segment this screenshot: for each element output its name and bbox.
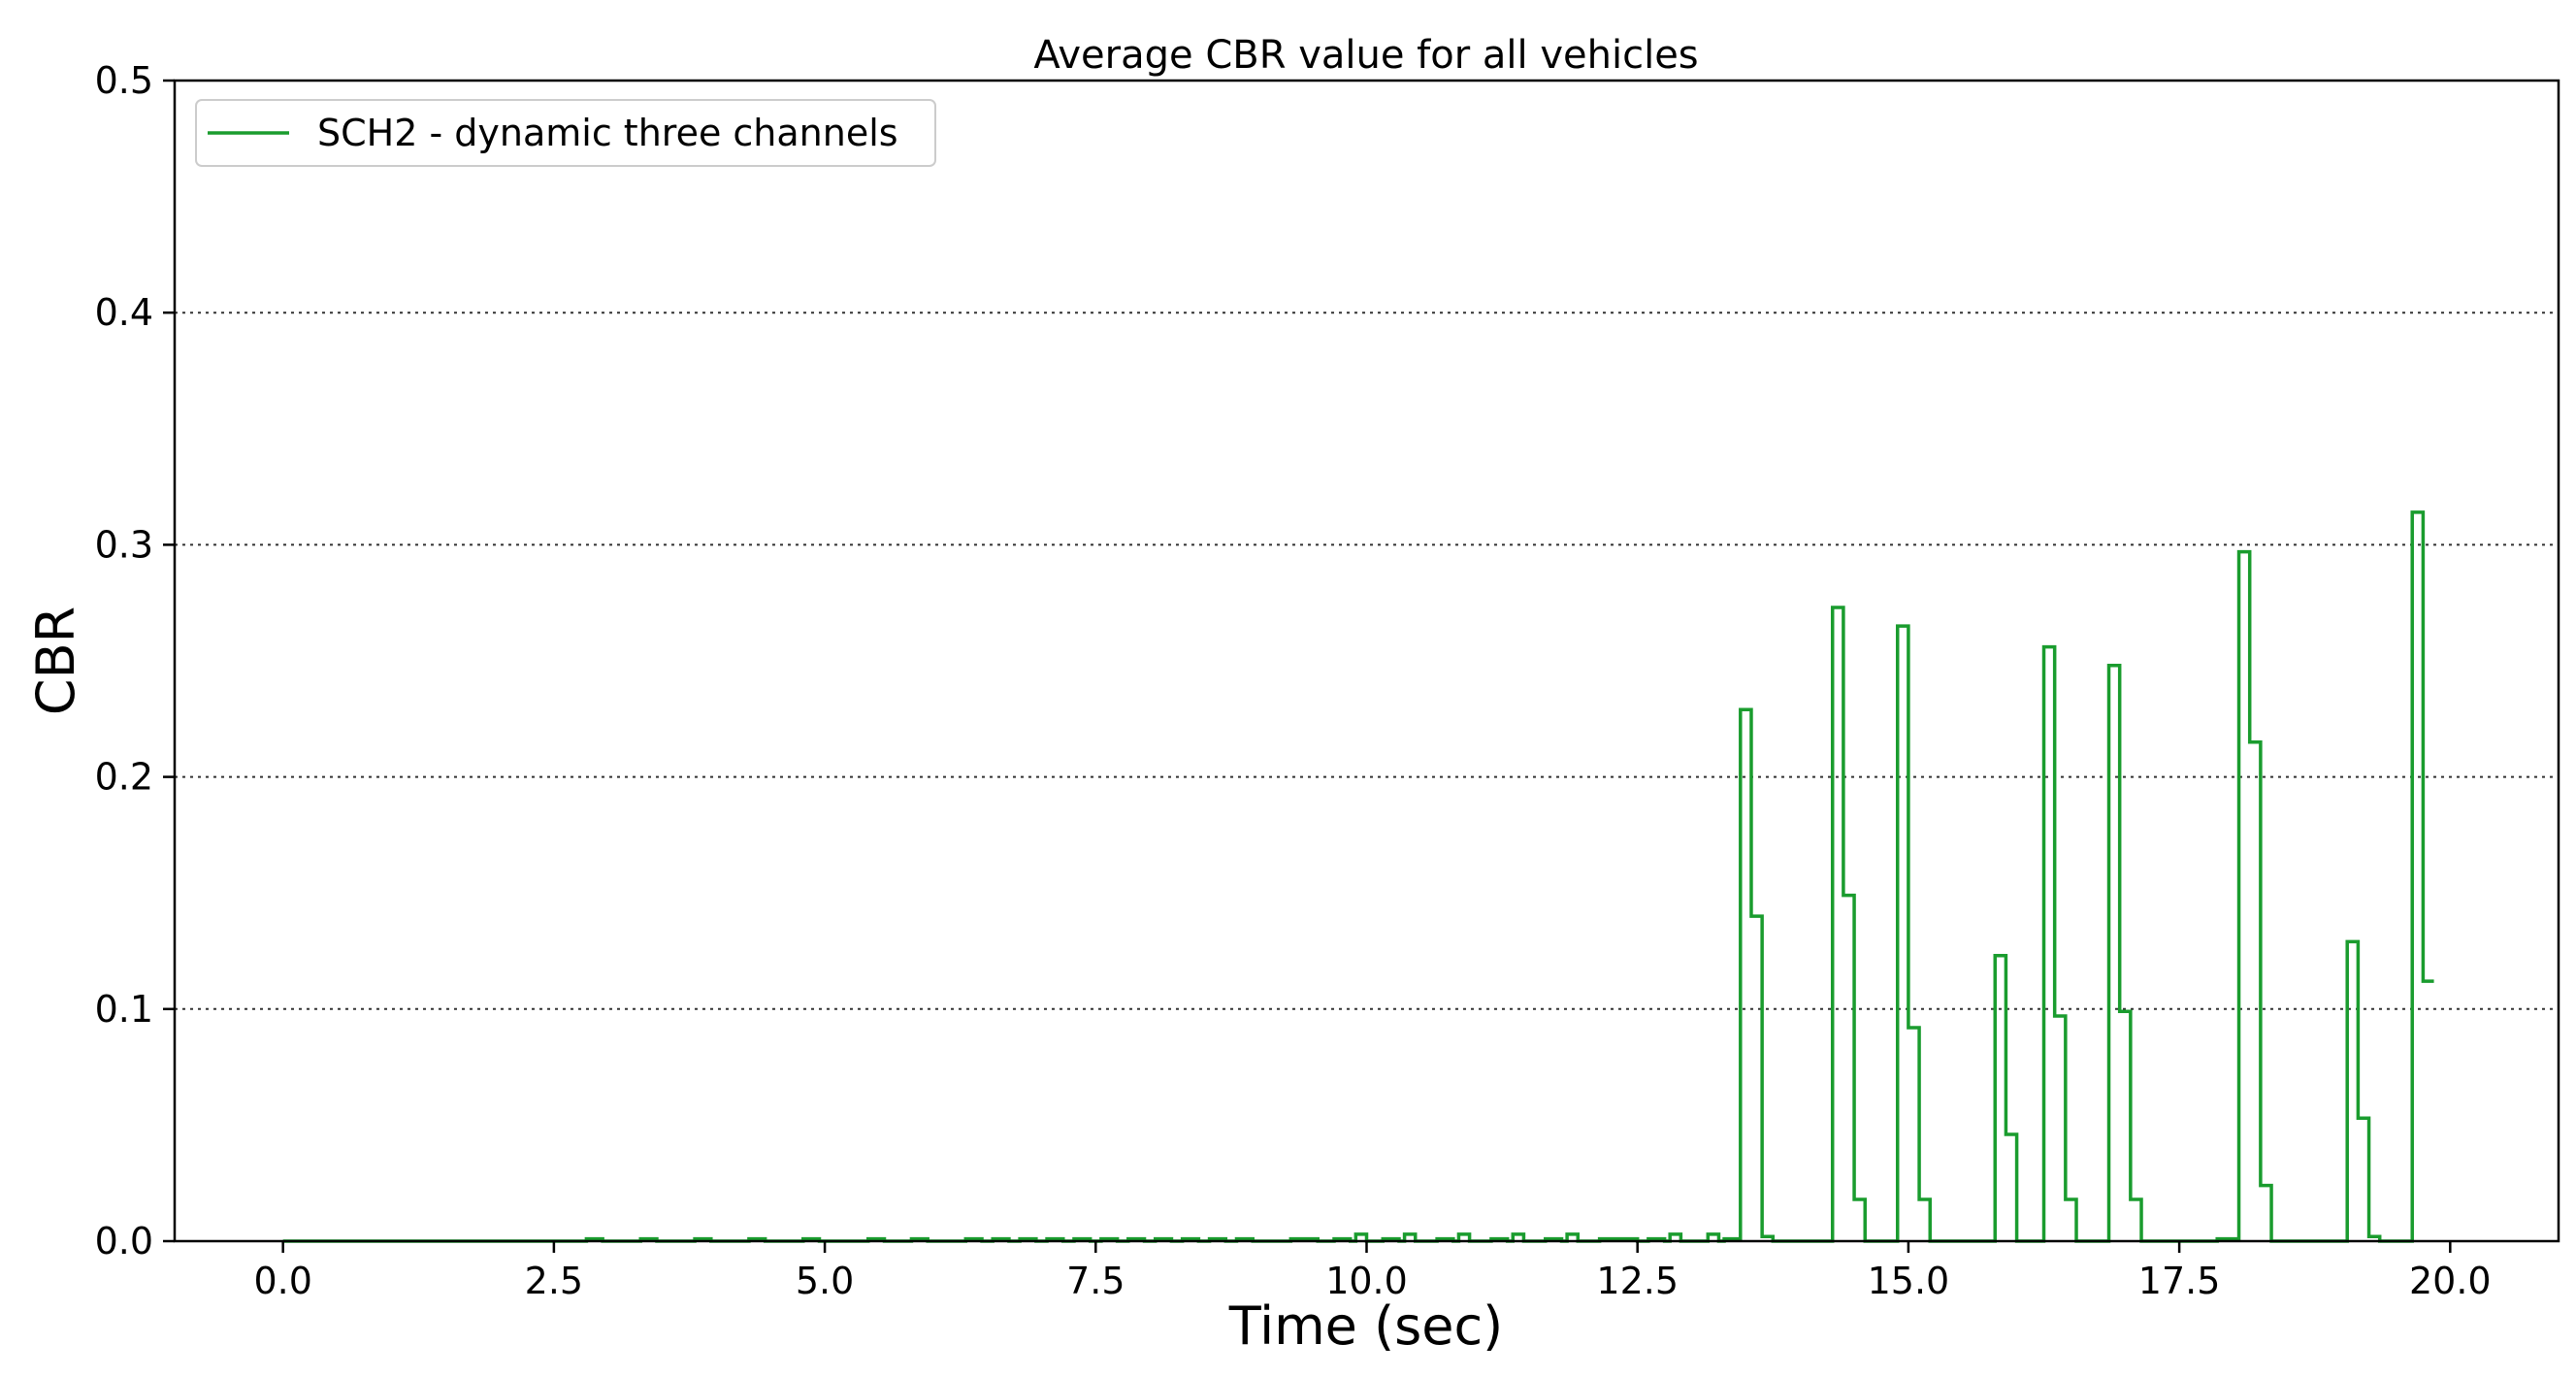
y-axis-title: CBR xyxy=(25,607,86,715)
x-tick-label-2: 5.0 xyxy=(796,1260,854,1302)
legend-box xyxy=(195,99,936,167)
x-tick-label-6: 15.0 xyxy=(1868,1260,1950,1302)
x-tick-label-5: 12.5 xyxy=(1596,1260,1679,1302)
gridlines xyxy=(175,311,2559,1010)
x-axis-ticks: 0.0 2.5 5.0 7.5 10.0 12.5 15.0 17.5 20.0 xyxy=(253,1241,2492,1302)
x-tick-label-4: 10.0 xyxy=(1325,1260,1408,1302)
chart-title: Average CBR value for all vehicles xyxy=(1033,33,1698,78)
legend-label: SCH2 - dynamic three channels xyxy=(317,112,898,154)
y-tick-label-3: 0.3 xyxy=(95,523,153,566)
x-tick-label-7: 17.5 xyxy=(2138,1260,2221,1302)
y-tick-label-4: 0.4 xyxy=(95,291,153,334)
x-tick-label-8: 20.0 xyxy=(2409,1260,2492,1302)
y-axis-ticks: 0.0 0.1 0.2 0.3 0.4 0.5 xyxy=(95,59,175,1262)
y-tick-label-2: 0.2 xyxy=(95,756,153,799)
y-tick-label-1: 0.1 xyxy=(95,988,153,1031)
x-tick-label-1: 2.5 xyxy=(525,1260,583,1302)
x-tick-label-0: 0.0 xyxy=(253,1260,311,1302)
legend: SCH2 - dynamic three channels xyxy=(195,99,936,167)
y-tick-label-0: 0.0 xyxy=(95,1220,153,1262)
x-axis-title: Time (sec) xyxy=(1228,1295,1504,1357)
x-tick-label-3: 7.5 xyxy=(1066,1260,1125,1302)
y-tick-label-5: 0.5 xyxy=(95,59,153,102)
